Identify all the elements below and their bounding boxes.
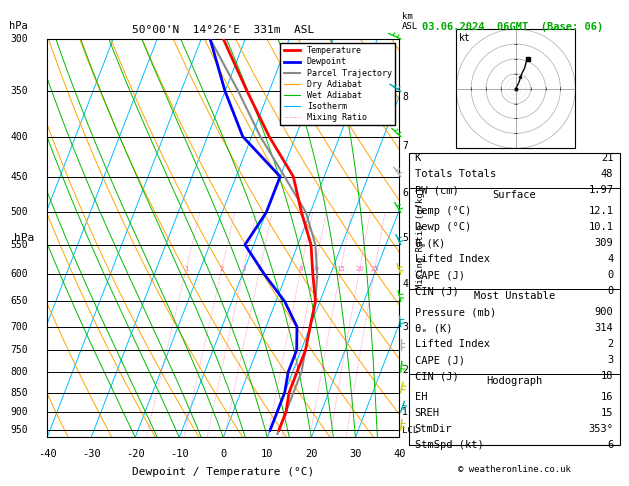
Text: Hodograph: Hodograph [486,376,543,386]
Text: θₑ (K): θₑ (K) [415,323,452,333]
Text: 3: 3 [242,265,246,272]
Text: hPa: hPa [14,233,35,243]
Text: 750: 750 [10,345,28,355]
Text: 450: 450 [10,172,28,182]
Text: CAPE (J): CAPE (J) [415,270,464,280]
Text: 15: 15 [601,408,613,418]
Text: 03.06.2024  06GMT  (Base: 06): 03.06.2024 06GMT (Base: 06) [422,22,603,32]
Text: 6: 6 [607,440,613,450]
Text: 300: 300 [10,34,28,44]
Text: 15: 15 [337,265,345,272]
Text: Lifted Index: Lifted Index [415,254,489,264]
Text: 0: 0 [607,286,613,296]
Text: θₑ(K): θₑ(K) [415,238,446,248]
Text: 800: 800 [10,367,28,377]
Text: CIN (J): CIN (J) [415,286,459,296]
Text: 25: 25 [370,265,379,272]
Text: 40: 40 [393,450,406,459]
Text: 18: 18 [601,371,613,381]
Text: 850: 850 [10,387,28,398]
Text: LCL: LCL [402,426,418,435]
Text: Temp (°C): Temp (°C) [415,206,470,216]
Text: -30: -30 [82,450,101,459]
Text: 1: 1 [402,407,408,417]
Text: 650: 650 [10,296,28,307]
Text: 1: 1 [184,265,189,272]
Text: -20: -20 [126,450,145,459]
Text: 309: 309 [594,238,613,248]
Text: 30: 30 [349,450,362,459]
Text: 2: 2 [402,365,408,375]
Text: 3: 3 [607,355,613,365]
Text: Most Unstable: Most Unstable [474,291,555,301]
Text: 20: 20 [305,450,318,459]
Text: 0: 0 [220,450,226,459]
Text: 48: 48 [601,169,613,179]
Text: SREH: SREH [415,408,440,418]
Text: -10: -10 [170,450,189,459]
Text: 20: 20 [355,265,364,272]
Text: Surface: Surface [493,190,537,200]
Text: 314: 314 [594,323,613,333]
Text: 400: 400 [10,132,28,141]
Text: 21: 21 [601,153,613,163]
Text: 2: 2 [607,339,613,349]
Text: Dewpoint / Temperature (°C): Dewpoint / Temperature (°C) [132,468,314,477]
Text: CIN (J): CIN (J) [415,371,459,381]
Text: km
ASL: km ASL [402,12,418,31]
Text: EH: EH [415,392,427,402]
Title: 50°00'N  14°26'E  331m  ASL: 50°00'N 14°26'E 331m ASL [132,25,314,35]
Text: Totals Totals: Totals Totals [415,169,496,179]
Text: StmDir: StmDir [415,424,452,434]
Text: kt: kt [459,33,470,43]
Text: CAPE (J): CAPE (J) [415,355,464,365]
Text: © weatheronline.co.uk: © weatheronline.co.uk [458,465,571,474]
Text: 900: 900 [594,307,613,317]
Text: Pressure (mb): Pressure (mb) [415,307,496,317]
Text: 0: 0 [607,270,613,280]
Text: Mixing Ratio (g/kg): Mixing Ratio (g/kg) [416,187,425,289]
Text: 950: 950 [10,425,28,435]
Text: 1.97: 1.97 [588,185,613,195]
Text: 6: 6 [402,188,408,198]
Text: hPa: hPa [9,21,28,31]
Text: StmSpd (kt): StmSpd (kt) [415,440,483,450]
Text: 353°: 353° [588,424,613,434]
Text: Lifted Index: Lifted Index [415,339,489,349]
Text: 700: 700 [10,322,28,331]
Text: 8: 8 [299,265,303,272]
Text: 10.1: 10.1 [588,222,613,232]
Text: 12.1: 12.1 [588,206,613,216]
Text: -40: -40 [38,450,57,459]
Text: 900: 900 [10,407,28,417]
Text: 4: 4 [258,265,262,272]
Text: 600: 600 [10,269,28,279]
Text: 550: 550 [10,240,28,250]
Text: 16: 16 [601,392,613,402]
Text: 10: 10 [261,450,274,459]
Text: 10: 10 [311,265,320,272]
Text: 4: 4 [402,279,408,289]
Text: 4: 4 [607,254,613,264]
Text: 500: 500 [10,208,28,217]
Text: 5: 5 [402,233,408,243]
Text: 3: 3 [402,322,408,332]
Legend: Temperature, Dewpoint, Parcel Trajectory, Dry Adiabat, Wet Adiabat, Isotherm, Mi: Temperature, Dewpoint, Parcel Trajectory… [281,43,395,125]
Text: 8: 8 [402,92,408,102]
Text: 350: 350 [10,86,28,96]
Text: Dewp (°C): Dewp (°C) [415,222,470,232]
Text: 2: 2 [220,265,224,272]
Text: K: K [415,153,421,163]
Text: PW (cm): PW (cm) [415,185,459,195]
Text: 7: 7 [402,141,408,151]
